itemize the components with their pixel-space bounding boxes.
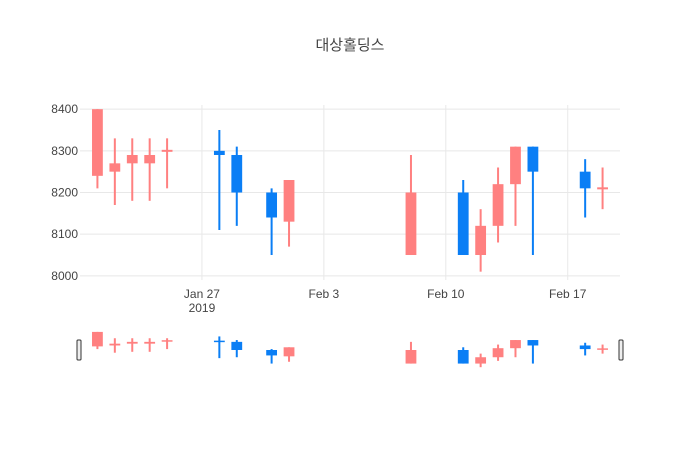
main-candle-body bbox=[213, 150, 225, 155]
slider-candle bbox=[510, 340, 521, 358]
x-tick-label: Jan 27 bbox=[184, 287, 220, 301]
slider-candle bbox=[492, 344, 504, 361]
main-candle bbox=[475, 209, 487, 272]
main-candle-body bbox=[405, 192, 417, 255]
slider-candle-body bbox=[92, 331, 103, 347]
main-candle bbox=[492, 167, 504, 243]
grid bbox=[80, 105, 620, 280]
main-candle bbox=[109, 138, 121, 205]
x-tick-label: Feb 3 bbox=[309, 287, 340, 301]
slider-candle-body bbox=[492, 348, 504, 358]
main-candle-body bbox=[510, 146, 521, 185]
x-tick-year-label: 2019 bbox=[189, 301, 216, 315]
slider-candle bbox=[405, 341, 417, 364]
slider-candle bbox=[231, 340, 243, 358]
slider-candle-body bbox=[475, 357, 487, 364]
main-candle bbox=[161, 138, 173, 189]
main-candle bbox=[405, 155, 417, 255]
main-candle bbox=[597, 167, 608, 210]
slider-candle-body bbox=[527, 340, 539, 346]
slider-candle-body bbox=[213, 340, 225, 343]
chart-title: 대상홀딩스 bbox=[315, 36, 384, 54]
main-candle bbox=[144, 138, 156, 201]
slider-candle bbox=[161, 338, 173, 350]
range-slider-right-handle[interactable] bbox=[618, 339, 624, 361]
main-candle bbox=[92, 109, 103, 189]
slider-candle bbox=[475, 353, 487, 368]
slider-candle-body bbox=[231, 341, 243, 350]
y-tick-label: 8300 bbox=[51, 144, 78, 158]
slider-candle bbox=[92, 331, 103, 350]
slider-candle-body bbox=[597, 348, 608, 350]
slider-candle-body bbox=[126, 341, 138, 344]
main-candle-body bbox=[457, 192, 469, 255]
main-candle-body bbox=[144, 155, 156, 164]
slider-candle bbox=[597, 344, 608, 354]
main-candle-body bbox=[492, 184, 504, 226]
range-slider-left-handle[interactable] bbox=[76, 339, 82, 361]
candles bbox=[92, 109, 608, 272]
range-slider-background bbox=[80, 331, 620, 369]
main-candle bbox=[126, 138, 138, 201]
slider-candle-body bbox=[510, 340, 521, 349]
main-candle bbox=[266, 188, 278, 255]
main-candle bbox=[213, 130, 225, 230]
main-candle bbox=[579, 159, 591, 218]
main-candle-body bbox=[231, 155, 243, 193]
y-tick-label: 8200 bbox=[51, 186, 78, 200]
slider-candle-body bbox=[283, 347, 295, 357]
range-slider[interactable] bbox=[76, 331, 624, 369]
slider-candle-body bbox=[161, 340, 173, 342]
main-candle bbox=[527, 146, 539, 255]
slider-candle bbox=[266, 349, 278, 364]
main-candle-body bbox=[92, 109, 103, 176]
slider-candle-body bbox=[109, 343, 121, 346]
slider-candle bbox=[527, 340, 539, 364]
main-candle bbox=[510, 146, 521, 226]
main-candle-body bbox=[161, 149, 173, 152]
main-candle-body bbox=[579, 171, 591, 189]
slider-candle bbox=[213, 336, 225, 359]
slider-candle bbox=[457, 347, 469, 364]
slider-candle-body bbox=[405, 350, 417, 364]
slider-candle bbox=[283, 347, 295, 362]
x-tick-label: Feb 17 bbox=[549, 287, 587, 301]
main-candle-body bbox=[126, 155, 138, 164]
slider-candle-body bbox=[457, 350, 469, 364]
slider-candle bbox=[144, 338, 156, 352]
y-tick-label: 8100 bbox=[51, 227, 78, 241]
main-candle bbox=[283, 180, 295, 247]
slider-candle bbox=[579, 342, 591, 356]
main-candle-body bbox=[266, 192, 278, 218]
main-candle-body bbox=[597, 187, 608, 190]
main-candle bbox=[457, 180, 469, 255]
main-candle-body bbox=[475, 225, 487, 255]
y-tick-label: 8400 bbox=[51, 102, 78, 116]
y-axis-ticks: 8000 8100 8200 8300 8400 bbox=[51, 102, 78, 283]
slider-candle-body bbox=[266, 350, 278, 356]
slider-candle bbox=[109, 338, 121, 353]
main-candle-body bbox=[283, 180, 295, 222]
main-candle-body bbox=[109, 163, 121, 172]
slider-candle bbox=[126, 338, 138, 352]
main-candle-body bbox=[527, 146, 539, 172]
x-tick-label: Feb 10 bbox=[427, 287, 465, 301]
main-candle bbox=[231, 146, 243, 226]
slider-candle-body bbox=[144, 341, 156, 344]
slider-candle-body bbox=[579, 345, 591, 350]
y-tick-label: 8000 bbox=[51, 269, 78, 283]
